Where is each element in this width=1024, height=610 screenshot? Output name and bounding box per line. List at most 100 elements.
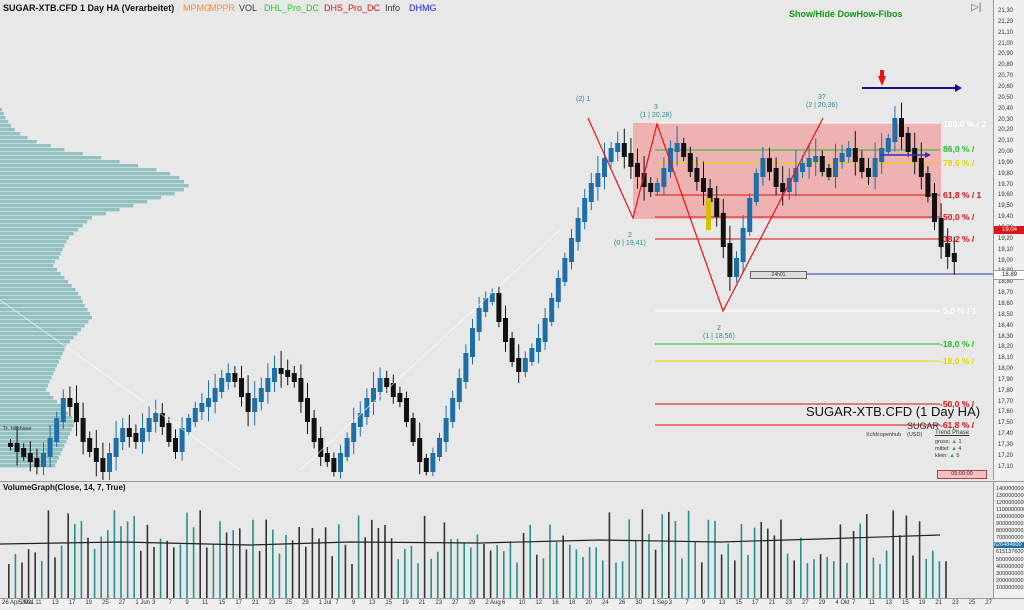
indicator-dhmg[interactable]: DHMG: [409, 3, 437, 13]
price-tick-label: 20,30: [998, 116, 1014, 123]
volume-bar: [34, 552, 36, 599]
price-tick-label: 17,50: [998, 420, 1014, 427]
volume-bar: [21, 562, 23, 599]
candle-body: [113, 438, 119, 457]
price-chart-pane[interactable]: SUGAR-XTB.CFD 1 Day HA (Verarbeitet) MPM…: [0, 0, 993, 480]
candle-body: [179, 428, 185, 452]
instrument-currency: (USD): [907, 432, 923, 438]
price-tick-label: 18,20: [998, 344, 1014, 351]
volume-bar: [905, 515, 908, 599]
candle-body: [371, 388, 376, 402]
candle-body: [767, 158, 772, 172]
volume-profile-bar: [0, 436, 69, 440]
candle-body: [252, 398, 258, 412]
volume-bar: [417, 563, 419, 599]
volume-profile-bar: [0, 304, 85, 308]
scroll-end-icon[interactable]: ▷|: [971, 2, 982, 13]
date-tick-label: 25: [102, 600, 109, 606]
volume-profile-bar: [0, 316, 92, 320]
candle-body: [351, 423, 357, 442]
candle-body: [153, 413, 159, 422]
candle-body: [14, 443, 20, 452]
date-tick-label: 30: [635, 600, 643, 606]
volume-profile-bar: [0, 308, 88, 312]
indicator-mpmg[interactable]: MPMG: [183, 3, 211, 13]
candle-body: [417, 438, 423, 462]
volume-bar: [344, 544, 347, 599]
date-tick-label: 21: [252, 600, 259, 606]
candle-body: [219, 378, 225, 392]
volume-chart-canvas[interactable]: [0, 482, 993, 599]
volume-profile-bar: [0, 388, 46, 392]
volume-bar: [166, 540, 168, 599]
price-axis[interactable]: 21,30 21,20 21,10 21,00 20,90 20,80 20,70 20,60…: [993, 0, 1024, 480]
volume-bar: [120, 526, 122, 599]
volume-profile-bar: [0, 400, 58, 404]
indicator-dhl-pro-dc[interactable]: DHL_Pro_DC: [264, 3, 320, 13]
arrow-head-top: [955, 84, 962, 92]
volume-profile-bar: [0, 124, 12, 128]
volume-bar: [833, 561, 835, 599]
volume-bar: [938, 561, 941, 599]
date-tick-label: 17: [68, 600, 76, 606]
candle-body: [437, 438, 442, 457]
price-chart-canvas[interactable]: [0, 0, 993, 480]
volume-bar: [74, 523, 76, 599]
date-tick-label: 6: [502, 600, 506, 606]
candle-body: [555, 278, 561, 302]
volume-profile-bar: [0, 200, 148, 204]
volume-bar: [793, 560, 795, 599]
volume-tick-label: 626484600: [994, 542, 1024, 548]
candle-body: [159, 413, 165, 427]
date-axis[interactable]: 26 Apr 2021 5 Mai 11 13 17 19 25 27 1 Jun 3 7 9 11 15…: [0, 598, 1024, 610]
date-tick-label: 19: [402, 600, 409, 606]
show-hide-fibos-button[interactable]: Show/Hide DowHow-Fibos: [789, 9, 903, 19]
candle-body: [549, 298, 555, 322]
candle-body: [404, 398, 409, 422]
volume-bar: [60, 545, 63, 599]
wave-label-3q: 3? (2 | 20,36): [806, 94, 838, 109]
volume-bar: [404, 548, 406, 599]
candle-body: [899, 118, 904, 137]
volume-profile-bar: [0, 440, 67, 444]
candle-body: [826, 168, 832, 177]
indicator-mppr[interactable]: MPPR: [209, 3, 236, 13]
volume-profile-bar: [0, 356, 61, 360]
date-tick-label: 7: [685, 600, 689, 606]
volume-tick-label: 615137600: [996, 549, 1024, 555]
volume-tick-label: 1400000000: [996, 486, 1024, 492]
price-tick-label: 17,90: [998, 376, 1014, 383]
price-tick-label: 18,60: [998, 300, 1014, 307]
date-tick-label: 25: [968, 600, 976, 606]
date-tick-label: 13: [52, 600, 59, 606]
volume-profile-bar: [0, 120, 9, 124]
candle-body: [661, 168, 667, 187]
candle-body: [522, 358, 528, 372]
candle-body: [628, 153, 634, 167]
instrument-short: SUGAR: [907, 421, 940, 431]
date-tick-label: 25: [285, 600, 293, 606]
indicator-dhs-pro-dc[interactable]: DHS_Pro_DC: [324, 3, 381, 13]
price-tick-label: 18,40: [998, 322, 1014, 329]
price-tick-label: 18,30: [998, 333, 1014, 340]
indicator-info[interactable]: Info: [385, 3, 401, 13]
volume-bar: [212, 544, 215, 599]
volume-profile-bar: [0, 256, 59, 260]
price-tick-label: 21,10: [998, 29, 1014, 36]
candle-body: [516, 358, 522, 372]
volume-profile-bar: [0, 360, 59, 364]
volume-pane[interactable]: VolumeGraph(Close, 14, 7, True): [0, 481, 993, 599]
date-tick-label: 3: [668, 600, 672, 606]
volume-bar: [859, 523, 861, 599]
volume-bar: [707, 519, 710, 599]
date-tick-label: 27: [118, 600, 126, 606]
candle-body: [681, 143, 687, 157]
candle-body: [34, 458, 40, 467]
volume-bar: [522, 532, 525, 599]
volume-bar: [621, 561, 624, 599]
candle-body: [245, 393, 251, 412]
volume-tick-label: 1200000000: [996, 500, 1024, 506]
indicator-vol[interactable]: VOL: [239, 3, 258, 13]
volume-profile-bar: [0, 224, 83, 228]
volume-profile-bar: [0, 132, 21, 136]
